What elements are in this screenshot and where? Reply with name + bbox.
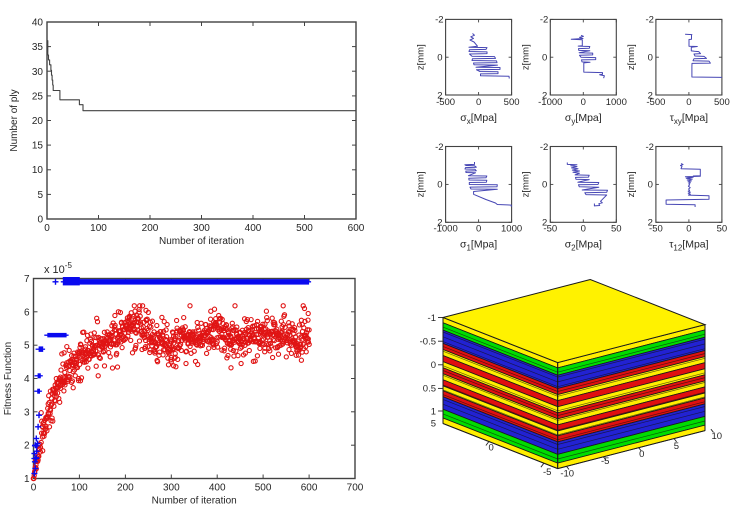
svg-text:Number of iteration: Number of iteration [159,236,244,247]
svg-text:500: 500 [296,223,313,234]
svg-text:100: 100 [90,223,107,234]
svg-text:300: 300 [163,483,180,494]
svg-text:-50: -50 [649,223,663,234]
svg-text:σy[Mpa]: σy[Mpa] [565,112,602,126]
svg-text:0: 0 [489,442,494,453]
svg-text:-1: -1 [428,313,436,324]
svg-text:-2: -2 [645,142,653,153]
svg-text:-50: -50 [543,223,557,234]
svg-text:1000: 1000 [606,97,627,108]
svg-text:0: 0 [648,53,653,64]
svg-text:500: 500 [504,97,520,108]
svg-text:600: 600 [301,483,318,494]
svg-text:5: 5 [431,419,436,430]
svg-text:100: 100 [71,483,88,494]
svg-text:0: 0 [431,360,436,371]
svg-text:600: 600 [348,223,365,234]
svg-text:50: 50 [611,223,622,234]
svg-text:-0.5: -0.5 [420,337,436,348]
svg-text:0: 0 [542,53,547,64]
svg-text:z[mm]: z[mm] [416,44,427,70]
svg-text:0: 0 [686,223,691,234]
svg-text:0: 0 [639,449,644,460]
svg-text:z[mm]: z[mm] [520,171,531,197]
svg-text:700: 700 [347,483,364,494]
svg-text:10: 10 [712,431,723,442]
svg-text:Fitness Function: Fitness Function [3,342,14,415]
svg-text:0: 0 [31,483,37,494]
svg-text:5: 5 [37,190,43,201]
svg-text:-2: -2 [645,15,653,26]
svg-text:z[mm]: z[mm] [520,44,531,70]
svg-text:4: 4 [24,374,30,385]
svg-text:0: 0 [581,97,586,108]
svg-text:0: 0 [476,223,481,234]
svg-text:200: 200 [117,483,134,494]
svg-text:-1000: -1000 [433,223,457,234]
svg-text:z[mm]: z[mm] [626,44,637,70]
svg-text:1: 1 [431,406,436,417]
svg-text:2: 2 [437,218,442,229]
svg-text:500: 500 [255,483,272,494]
svg-text:σx[Mpa]: σx[Mpa] [460,112,497,126]
svg-text:σ1[Mpa]: σ1[Mpa] [460,238,497,252]
svg-text:1: 1 [24,474,30,485]
svg-text:0.5: 0.5 [423,384,436,395]
svg-text:10: 10 [32,165,44,176]
svg-text:500: 500 [714,97,730,108]
svg-text:0: 0 [648,180,653,191]
svg-text:0: 0 [44,223,50,234]
svg-text:σ2[Mpa]: σ2[Mpa] [565,238,602,252]
svg-text:300: 300 [193,223,210,234]
svg-text:3: 3 [24,407,30,418]
svg-text:0: 0 [476,97,481,108]
svg-text:25: 25 [32,91,44,102]
svg-text:2: 2 [24,441,30,452]
svg-text:0: 0 [437,53,442,64]
svg-text:z[mm]: z[mm] [626,171,637,197]
svg-text:15: 15 [32,141,44,152]
svg-text:5: 5 [24,341,30,352]
svg-text:200: 200 [142,223,159,234]
svg-text:-2: -2 [435,142,443,153]
svg-text:-2: -2 [540,15,548,26]
svg-text:1000: 1000 [501,223,522,234]
svg-text:6: 6 [24,307,30,318]
svg-text:-500: -500 [436,97,455,108]
svg-text:35: 35 [32,42,44,53]
svg-text:-5: -5 [601,456,609,467]
svg-text:-2: -2 [540,142,548,153]
svg-text:0: 0 [437,180,442,191]
svg-text:0: 0 [686,97,691,108]
svg-text:-10: -10 [560,469,574,480]
svg-text:20: 20 [32,116,44,127]
svg-text:7: 7 [24,274,30,285]
svg-text:2: 2 [648,90,653,101]
svg-text:0: 0 [581,223,586,234]
svg-text:50: 50 [717,223,728,234]
svg-text:2: 2 [437,90,442,101]
svg-text:400: 400 [245,223,262,234]
svg-text:5: 5 [674,441,679,452]
svg-text:2: 2 [542,218,547,229]
svg-text:z[mm]: z[mm] [416,171,427,197]
svg-text:0: 0 [542,180,547,191]
svg-text:-5: -5 [543,467,551,478]
svg-text:Number of ply: Number of ply [9,89,20,151]
svg-text:400: 400 [209,483,226,494]
svg-text:-500: -500 [646,97,665,108]
svg-text:40: 40 [32,18,44,29]
svg-text:2: 2 [542,90,547,101]
svg-text:2: 2 [648,218,653,229]
svg-text:30: 30 [32,67,44,78]
svg-text:-1000: -1000 [538,97,562,108]
svg-text:0: 0 [37,215,43,226]
svg-text:-2: -2 [435,15,443,26]
svg-text:Number of iteration: Number of iteration [152,496,237,507]
